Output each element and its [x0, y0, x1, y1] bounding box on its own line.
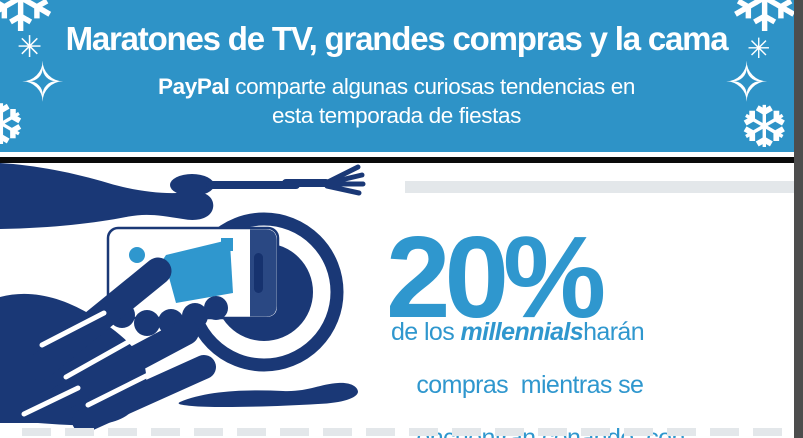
header-banner: ❄ ❄ ✳ ✳ ✧ ✧ ❆ ❆ Maratones de TV, grandes… — [0, 0, 803, 156]
stat-line1: de los millennialsharán — [391, 318, 645, 346]
spoon-icon — [170, 174, 300, 196]
stat-percentage: 20% — [386, 212, 606, 342]
section-divider — [0, 157, 803, 163]
brand-name: PayPal — [158, 74, 230, 99]
subtitle-line1: comparte algunas curiosas tendencias en — [229, 74, 635, 99]
knife-icon — [178, 382, 358, 408]
page-subtitle: PayPal comparte algunas curiosas tendenc… — [0, 72, 793, 130]
scrollbar-track[interactable] — [794, 0, 803, 438]
hand-icon — [0, 163, 214, 229]
page-title: Maratones de TV, grandes compras y la ca… — [65, 20, 729, 57]
stat-line2: compras mientras se — [416, 371, 644, 399]
subtitle-line2: esta temporada de fiestas — [272, 103, 521, 128]
placeholder-bar — [405, 181, 794, 193]
millennials-highlight: millennials — [460, 318, 584, 346]
dashed-divider — [22, 428, 792, 436]
stat-description: de los millennialsharán compras mientras… — [391, 319, 685, 438]
pointing-hand-icon — [0, 257, 216, 433]
fork-icon — [282, 164, 366, 196]
hand-phone-plate-illustration — [0, 163, 366, 433]
